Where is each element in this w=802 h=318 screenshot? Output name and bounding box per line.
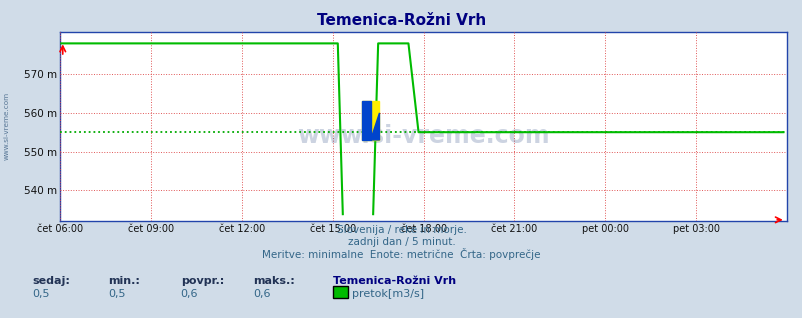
Text: www.si-vreme.com: www.si-vreme.com	[297, 124, 549, 148]
Text: 0,6: 0,6	[180, 289, 198, 299]
Polygon shape	[371, 113, 379, 140]
Text: www.si-vreme.com: www.si-vreme.com	[3, 92, 10, 160]
Text: zadnji dan / 5 minut.: zadnji dan / 5 minut.	[347, 238, 455, 247]
Text: min.:: min.:	[108, 276, 140, 286]
Text: Temenica-Rožni Vrh: Temenica-Rožni Vrh	[317, 13, 485, 28]
Bar	[362, 101, 371, 140]
Text: sedaj:: sedaj:	[32, 276, 70, 286]
Text: Temenica-Rožni Vrh: Temenica-Rožni Vrh	[333, 276, 456, 286]
Text: 0,6: 0,6	[253, 289, 270, 299]
Text: 0,5: 0,5	[108, 289, 126, 299]
Bar	[362, 101, 379, 140]
Text: 0,5: 0,5	[32, 289, 50, 299]
Text: Slovenija / reke in morje.: Slovenija / reke in morje.	[336, 225, 466, 235]
Text: Meritve: minimalne  Enote: metrične  Črta: povprečje: Meritve: minimalne Enote: metrične Črta:…	[262, 248, 540, 260]
Text: povpr.:: povpr.:	[180, 276, 224, 286]
Text: pretok[m3/s]: pretok[m3/s]	[351, 289, 423, 299]
Text: maks.:: maks.:	[253, 276, 294, 286]
